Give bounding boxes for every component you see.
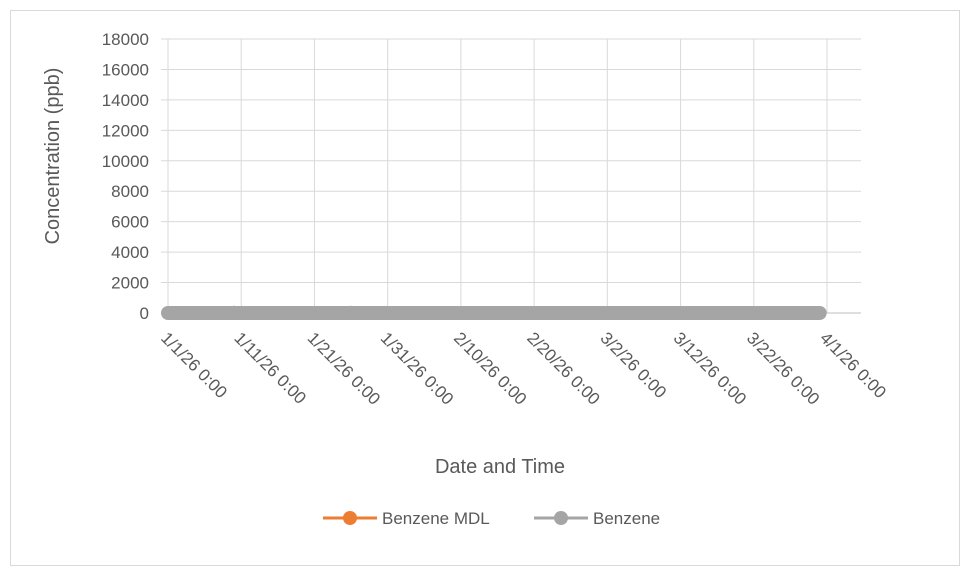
legend-label: Benzene MDL: [382, 509, 490, 528]
chart-svg: 0 2000 4000 6000 8000 10000 12000 14000 16000 180…: [42, 30, 890, 528]
x-tick-label: 1/21/26 0:00: [304, 328, 384, 408]
legend: Benzene MDL Benzene: [323, 509, 660, 528]
x-axis-title: Date and Time: [435, 456, 565, 478]
y-tick-label: 12000: [102, 121, 149, 140]
x-tick-label: 4/1/26 0:00: [816, 328, 890, 402]
y-tick-label: 2000: [111, 274, 149, 293]
y-tick-label: 4000: [111, 243, 149, 262]
x-tick-labels: 1/1/26 0:00 1/11/26 0:001/21/26 0:001/31/…: [157, 328, 890, 408]
legend-label: Benzene: [593, 509, 660, 528]
legend-item: Benzene: [534, 509, 660, 528]
y-tick-label: 0: [140, 304, 149, 323]
x-tick-label: 3/12/26 0:00: [670, 328, 750, 408]
y-tick-label: 16000: [102, 60, 149, 79]
legend-marker: [343, 511, 357, 525]
y-axis-title: Concentration (ppb): [42, 68, 64, 245]
x-tick-label: 1/31/26 0:00: [377, 328, 457, 408]
series: [161, 305, 827, 320]
legend-item: Benzene MDL: [323, 509, 490, 528]
y-tick-label: 18000: [102, 30, 149, 49]
chart-area: 0 2000 4000 6000 8000 10000 12000 14000 16000 180…: [10, 10, 960, 566]
x-tick-label: 2/10/26 0:00: [450, 328, 530, 408]
x-tick-label: 1/11/26 0:00: [230, 328, 309, 407]
y-tick-label: 10000: [102, 152, 149, 171]
x-tick-label: 2/20/26 0:00: [523, 328, 603, 408]
y-tick-label: 8000: [111, 182, 149, 201]
x-tick-label: 3/2/26 0:00: [597, 328, 671, 402]
x-tick-label: 1/1/26 0:00: [157, 328, 231, 402]
grid: [161, 38, 861, 313]
x-tick-label: 3/22/26 0:00: [743, 328, 823, 408]
legend-marker: [554, 511, 568, 525]
y-tick-labels: 0 2000 4000 6000 8000 10000 12000 14000 16000 180…: [102, 30, 149, 323]
y-tick-label: 14000: [102, 91, 149, 110]
y-tick-label: 6000: [111, 213, 149, 232]
